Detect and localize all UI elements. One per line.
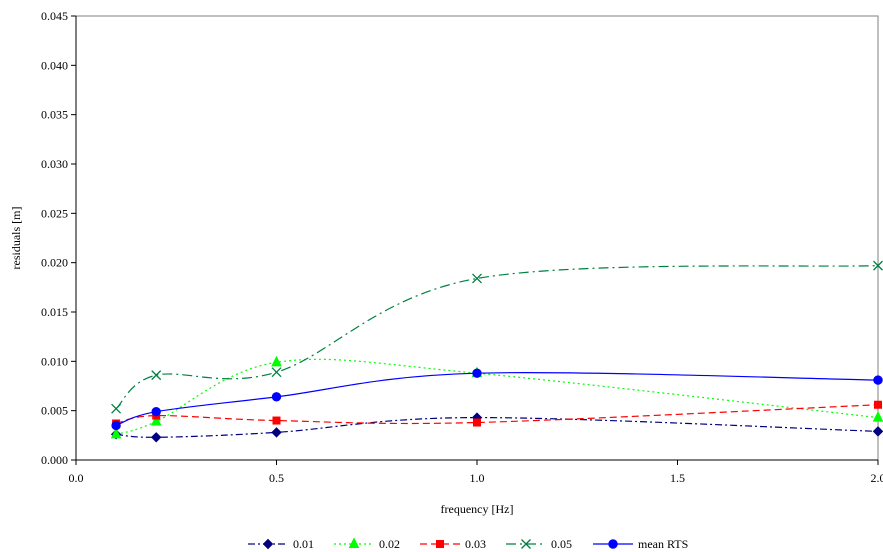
data-point-0-05 bbox=[472, 273, 482, 284]
data-point-0-03 bbox=[473, 418, 481, 427]
data-point-0-02 bbox=[110, 427, 122, 439]
data-point-0-01 bbox=[872, 426, 883, 437]
legend-label-mean-rts: mean RTS bbox=[638, 537, 688, 551]
data-point-0-05 bbox=[111, 403, 122, 414]
series-0-01 bbox=[110, 412, 883, 443]
legend-item-0-03: 0.03 bbox=[420, 537, 486, 551]
series-line-0-02 bbox=[115, 358, 879, 435]
x-tick-label: 0.0 bbox=[69, 471, 84, 485]
data-point-mean-rts bbox=[472, 368, 482, 378]
legend-label-0-05: 0.05 bbox=[551, 537, 572, 551]
axes bbox=[75, 15, 879, 461]
legend-item-0-02: 0.02 bbox=[334, 537, 400, 551]
data-point-0-02 bbox=[872, 410, 883, 422]
legend: 0.01 0.02 0.03 0.05 mean RTS bbox=[248, 537, 688, 551]
data-point-0-05 bbox=[873, 260, 883, 271]
data-point-mean-rts bbox=[111, 420, 121, 431]
x-tick-label: 0.5 bbox=[269, 471, 284, 485]
series-line-0-03 bbox=[115, 404, 879, 425]
x-tick-label: 1.5 bbox=[670, 471, 685, 485]
y-tick-label: 0.030 bbox=[41, 157, 68, 171]
data-point-0-03 bbox=[272, 416, 281, 425]
series-0-02 bbox=[110, 355, 883, 439]
legend-label-0-02: 0.02 bbox=[379, 537, 400, 551]
x-axis-title: frequency [Hz] bbox=[441, 502, 514, 516]
data-point-mean-rts bbox=[873, 375, 883, 385]
x-tick-label: 1.0 bbox=[470, 471, 485, 485]
data-point-0-01 bbox=[271, 427, 282, 438]
legend-label-0-03: 0.03 bbox=[465, 537, 486, 551]
series-group bbox=[110, 260, 883, 443]
legend-marker-0-05 bbox=[521, 539, 531, 549]
y-axis-ticks: 0.000 0.005 0.010 0.015 0.020 0.025 0.030 0.035… bbox=[41, 9, 76, 467]
y-tick-label: 0.035 bbox=[41, 108, 68, 122]
data-point-0-05 bbox=[151, 370, 162, 381]
y-tick-label: 0.020 bbox=[41, 256, 68, 270]
legend-label-0-01: 0.01 bbox=[293, 537, 314, 551]
series-mean-rts bbox=[111, 368, 883, 431]
series-0-03 bbox=[112, 400, 882, 428]
data-point-mean-rts bbox=[151, 406, 161, 417]
data-point-0-03 bbox=[874, 400, 882, 409]
y-axis-title: residuals [m] bbox=[9, 207, 23, 270]
y-tick-label: 0.045 bbox=[41, 9, 68, 23]
legend-item-0-05: 0.05 bbox=[506, 537, 572, 551]
data-point-0-05 bbox=[271, 367, 282, 378]
series-0-05 bbox=[111, 260, 883, 414]
x-tick-label: 2.0 bbox=[871, 471, 883, 485]
series-line-0-01 bbox=[116, 416, 879, 438]
y-tick-label: 0.040 bbox=[41, 58, 68, 72]
legend-item-mean-rts: mean RTS bbox=[593, 537, 688, 551]
series-line-0-05 bbox=[115, 265, 879, 410]
plot-area bbox=[75, 15, 879, 461]
x-axis-ticks: 0.0 0.5 1.0 1.5 2.0 bbox=[69, 460, 883, 485]
y-tick-label: 0.005 bbox=[41, 404, 68, 418]
y-tick-label: 0.015 bbox=[41, 305, 68, 319]
legend-marker-0-02 bbox=[348, 537, 360, 548]
data-point-0-02 bbox=[271, 355, 282, 367]
legend-item-0-01: 0.01 bbox=[248, 537, 314, 551]
y-tick-label: 0.010 bbox=[41, 354, 68, 368]
data-point-0-02 bbox=[150, 414, 162, 426]
legend-marker-0-03 bbox=[436, 540, 444, 548]
y-tick-label: 0.025 bbox=[41, 206, 68, 220]
data-point-0-01 bbox=[150, 432, 162, 443]
legend-marker-mean-rts bbox=[608, 539, 618, 549]
data-point-mean-rts bbox=[271, 392, 282, 402]
legend-marker-0-01 bbox=[262, 538, 274, 550]
y-tick-label: 0.000 bbox=[41, 453, 68, 467]
